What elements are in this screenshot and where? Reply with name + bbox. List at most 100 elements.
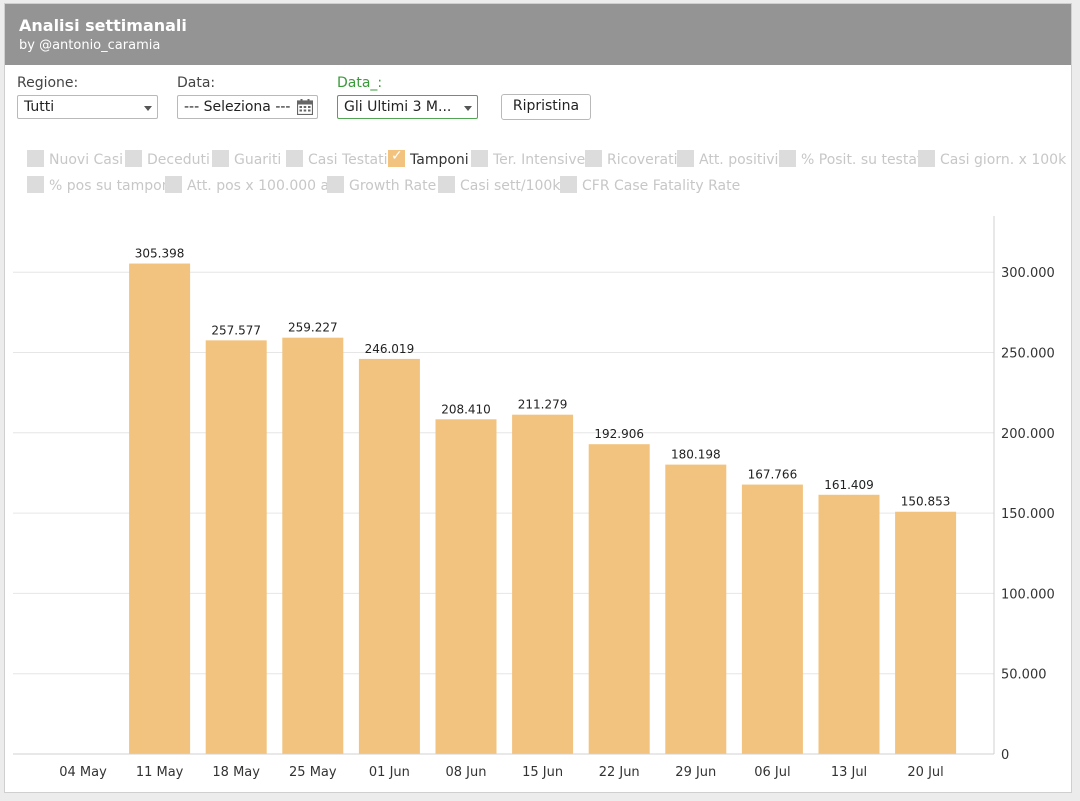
x-tick-label: 25 May [289, 765, 337, 780]
page-subtitle: by @antonio_caramia [19, 38, 161, 53]
legend-label: Guariti [234, 152, 282, 168]
legend-checkbox[interactable] [585, 150, 602, 167]
check-icon: ✓ [391, 148, 403, 164]
y-tick-label: 200.000 [1001, 427, 1055, 442]
legend-item[interactable]: Nuovi Casi [27, 150, 123, 168]
y-tick-label: 300.000 [1001, 266, 1055, 281]
bar[interactable] [129, 263, 191, 754]
legend-label: Att. positivi [699, 152, 779, 168]
legend-item[interactable]: Att. pos x 100.000 ab [165, 176, 338, 194]
legend-label: Nuovi Casi [49, 152, 124, 168]
bar-value-label: 150.853 [901, 495, 951, 509]
legend-checkbox[interactable] [438, 176, 455, 193]
legend-label: CFR Case Fatality Rate [582, 178, 741, 194]
bar[interactable] [282, 337, 344, 754]
x-tick-label: 20 Jul [907, 765, 943, 780]
bar-value-label: 192.906 [594, 427, 644, 441]
bar[interactable] [818, 494, 880, 754]
legend-label: Casi Testati [308, 152, 388, 168]
legend-checkbox[interactable] [212, 150, 229, 167]
legend-item[interactable]: CFR Case Fatality Rate [560, 176, 740, 194]
bar-value-label: 208.410 [441, 402, 491, 416]
legend-item[interactable]: % pos su tamponi [27, 176, 175, 194]
legend-item[interactable]: Casi sett/100k [438, 176, 560, 194]
x-tick-label: 08 Jun [446, 765, 487, 780]
data2-value: Gli Ultimi 3 M... [344, 99, 452, 115]
legend-item[interactable]: % Posit. su testati [779, 150, 926, 168]
regione-value: Tutti [24, 99, 55, 115]
regione-label: Regione: [17, 75, 79, 91]
legend-label: Tamponi [410, 152, 469, 168]
legend-checkbox[interactable] [677, 150, 694, 167]
bar-value-label: 167.766 [748, 468, 798, 482]
bar-chart: 305.398 257.577 259.227 246.019 208.410 211.2… [13, 216, 1055, 780]
data-date-picker[interactable]: --- Seleziona --- [177, 95, 318, 119]
bar-value-label: 180.198 [671, 448, 721, 462]
legend-item[interactable]: Casi Testati [286, 150, 388, 168]
legend-checkbox[interactable] [327, 176, 344, 193]
legend-checkbox[interactable]: ✓ [388, 148, 405, 167]
bar[interactable] [512, 414, 574, 754]
bar[interactable] [435, 419, 497, 754]
legend-item[interactable]: Growth Rate [327, 176, 436, 194]
legend-item[interactable]: Ter. Intensive [471, 150, 585, 168]
bar[interactable] [665, 464, 727, 754]
bar-value-label: 211.279 [518, 398, 568, 412]
data2-select[interactable]: Gli Ultimi 3 M... [337, 95, 478, 119]
legend-checkbox[interactable] [27, 176, 44, 193]
legend-checkbox[interactable] [125, 150, 142, 167]
legend-item[interactable]: Att. positivi [677, 150, 778, 168]
x-tick-label: 15 Jun [522, 765, 563, 780]
x-tick-label: 11 May [136, 765, 184, 780]
chevron-down-icon [144, 106, 152, 111]
legend-label: Growth Rate [349, 178, 437, 194]
x-tick-label: 29 Jun [675, 765, 716, 780]
bar[interactable] [741, 484, 803, 754]
legend-item[interactable]: ✓ Tamponi [388, 148, 469, 168]
y-tick-label: 250.000 [1001, 347, 1055, 362]
chevron-down-icon [464, 106, 472, 111]
bar-value-label: 246.019 [365, 342, 415, 356]
page-title: Analisi settimanali [19, 16, 187, 35]
legend-checkbox[interactable] [165, 176, 182, 193]
bar[interactable] [205, 340, 267, 754]
legend-label: % Posit. su testati [801, 152, 927, 168]
legend-label: Att. pos x 100.000 ab [187, 178, 338, 194]
legend-item[interactable]: Ricoverati [585, 150, 678, 168]
reset-button[interactable]: Ripristina [501, 94, 591, 120]
bar-value-label: 161.409 [824, 478, 874, 492]
x-tick-label: 01 Jun [369, 765, 410, 780]
legend-item[interactable]: Deceduti [125, 150, 210, 168]
legend-checkbox[interactable] [779, 150, 796, 167]
y-tick-label: 50.000 [1001, 668, 1047, 683]
x-tick-label: 22 Jun [599, 765, 640, 780]
data-label: Data: [177, 75, 216, 91]
legend-checkbox[interactable] [27, 150, 44, 167]
y-tick-label: 0 [1001, 748, 1009, 763]
bar[interactable] [588, 444, 650, 754]
bar[interactable] [895, 511, 957, 754]
bar[interactable] [358, 358, 420, 754]
legend-checkbox[interactable] [286, 150, 303, 167]
header: Analisi settimanali by @antonio_caramia [5, 4, 1071, 65]
x-tick-label: 18 May [212, 765, 260, 780]
calendar-icon[interactable] [297, 99, 313, 115]
data2-label: Data_: [337, 75, 383, 91]
legend-checkbox[interactable] [471, 150, 488, 167]
dashboard-panel: Analisi settimanali by @antonio_caramia … [4, 3, 1072, 793]
y-tick-label: 100.000 [1001, 587, 1055, 602]
bar-value-label: 259.227 [288, 321, 338, 335]
legend-item[interactable]: Casi giorn. x 100k [918, 150, 1066, 168]
legend-label: Casi giorn. x 100k [940, 152, 1067, 168]
legend-checkbox[interactable] [560, 176, 577, 193]
regione-select[interactable]: Tutti [17, 95, 158, 119]
legend-item[interactable]: Guariti [212, 150, 281, 168]
legend-label: Casi sett/100k [460, 178, 561, 194]
legend-label: Ricoverati [607, 152, 678, 168]
legend-checkbox[interactable] [918, 150, 935, 167]
legend-label: Ter. Intensive [493, 152, 586, 168]
data-value: --- Seleziona --- [184, 99, 291, 115]
y-tick-label: 150.000 [1001, 507, 1055, 522]
legend-label: Deceduti [147, 152, 210, 168]
legend-label: % pos su tamponi [49, 178, 175, 194]
